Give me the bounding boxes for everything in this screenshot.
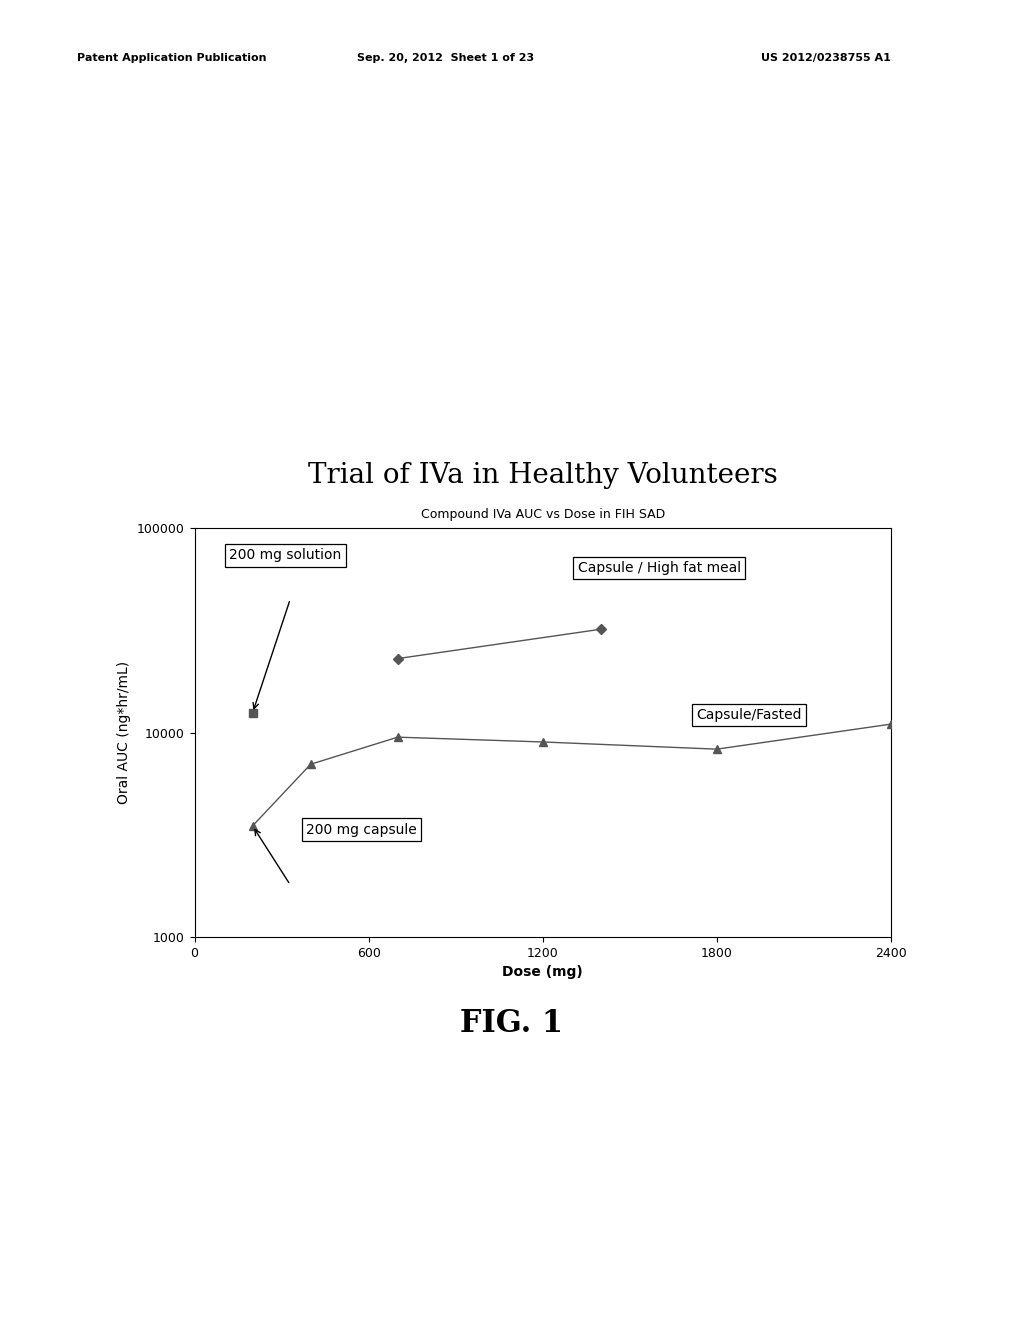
Text: 200 mg capsule: 200 mg capsule — [306, 822, 417, 837]
Text: Trial of IVa in Healthy Volunteers: Trial of IVa in Healthy Volunteers — [308, 462, 777, 488]
X-axis label: Dose (mg): Dose (mg) — [503, 965, 583, 979]
Text: Capsule/Fasted: Capsule/Fasted — [696, 708, 802, 722]
Text: Sep. 20, 2012  Sheet 1 of 23: Sep. 20, 2012 Sheet 1 of 23 — [357, 53, 534, 63]
Text: Patent Application Publication: Patent Application Publication — [77, 53, 266, 63]
Text: US 2012/0238755 A1: US 2012/0238755 A1 — [761, 53, 891, 63]
Y-axis label: Oral AUC (ng*hr/mL): Oral AUC (ng*hr/mL) — [118, 661, 131, 804]
Text: 200 mg solution: 200 mg solution — [229, 549, 342, 562]
Text: Compound IVa AUC vs Dose in FIH SAD: Compound IVa AUC vs Dose in FIH SAD — [421, 508, 665, 521]
Text: FIG. 1: FIG. 1 — [461, 1007, 563, 1039]
Text: Capsule / High fat meal: Capsule / High fat meal — [578, 561, 740, 574]
